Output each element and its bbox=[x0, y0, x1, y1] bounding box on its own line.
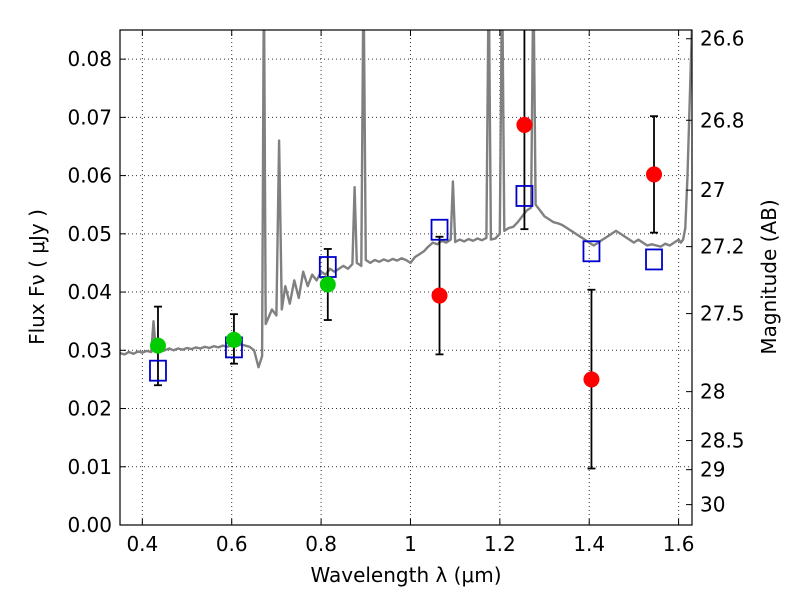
x-tick-label: 1.2 bbox=[484, 532, 516, 556]
right-tick-label: 27.5 bbox=[700, 302, 745, 326]
x-tick-label: 0.8 bbox=[305, 532, 337, 556]
right-tick-label: 27 bbox=[700, 178, 725, 202]
right-magnitude-axis: 26.6 26.8 27 27.2 27.5 28 28.5 29 30 bbox=[686, 27, 745, 517]
right-tick-label: 27.2 bbox=[700, 235, 745, 259]
detection-point bbox=[225, 331, 242, 348]
y-tick-label: 0.04 bbox=[67, 280, 112, 304]
x-tick-label: 0.6 bbox=[216, 532, 248, 556]
y-axis: 0.00 0.01 0.02 0.03 0.04 0.05 0.06 0.07 0.08 bbox=[67, 47, 126, 537]
spectrum-line bbox=[120, 30, 692, 369]
y-tick-label: 0.06 bbox=[67, 164, 112, 188]
y-tick-label: 0.00 bbox=[67, 513, 112, 537]
model-photometry-square bbox=[582, 240, 601, 263]
y-tick-label: 0.03 bbox=[67, 338, 112, 362]
nondetection-point bbox=[583, 371, 600, 388]
nondetection-point bbox=[431, 287, 448, 304]
grid-lines bbox=[120, 30, 692, 526]
nondetection-point bbox=[516, 116, 533, 133]
errorbar-layer bbox=[153, 30, 659, 470]
y-axis-title: Flux Fν ( μJy ) bbox=[25, 209, 49, 345]
plot-frame bbox=[119, 29, 693, 526]
model-photometry-square bbox=[149, 359, 167, 382]
x-tick-label: 1.4 bbox=[573, 532, 605, 556]
x-tick-label: 0.4 bbox=[126, 532, 158, 556]
marker-layer bbox=[149, 116, 663, 388]
right-tick-label: 26.6 bbox=[700, 27, 745, 51]
y-tick-label: 0.02 bbox=[67, 397, 112, 421]
y-tick-label: 0.01 bbox=[67, 455, 112, 479]
x-axis-title: Wavelength λ (μm) bbox=[310, 563, 501, 587]
detection-point bbox=[149, 337, 166, 354]
x-tick-label: 1 bbox=[404, 532, 417, 556]
spectrum-layer bbox=[120, 30, 692, 369]
model-photometry-square bbox=[430, 218, 449, 241]
model-photometry-square bbox=[515, 185, 534, 207]
right-tick-label: 29 bbox=[700, 458, 725, 482]
model-photometry-square bbox=[645, 248, 663, 271]
y-tick-label: 0.05 bbox=[67, 222, 112, 246]
x-axis: 0.4 0.6 0.8 1 1.2 1.4 1.6 bbox=[126, 30, 695, 556]
y-tick-label: 0.07 bbox=[67, 105, 112, 129]
right-tick-label: 28.5 bbox=[700, 429, 745, 453]
x-tick-label: 1.6 bbox=[663, 532, 695, 556]
right-tick-label: 26.8 bbox=[700, 108, 745, 132]
nondetection-point bbox=[646, 166, 663, 183]
right-axis-title: Magnitude (AB) bbox=[757, 199, 781, 354]
right-tick-label: 28 bbox=[700, 380, 725, 404]
right-tick-label: 30 bbox=[700, 493, 725, 517]
detection-point bbox=[319, 276, 336, 293]
y-tick-label: 0.08 bbox=[67, 47, 112, 71]
